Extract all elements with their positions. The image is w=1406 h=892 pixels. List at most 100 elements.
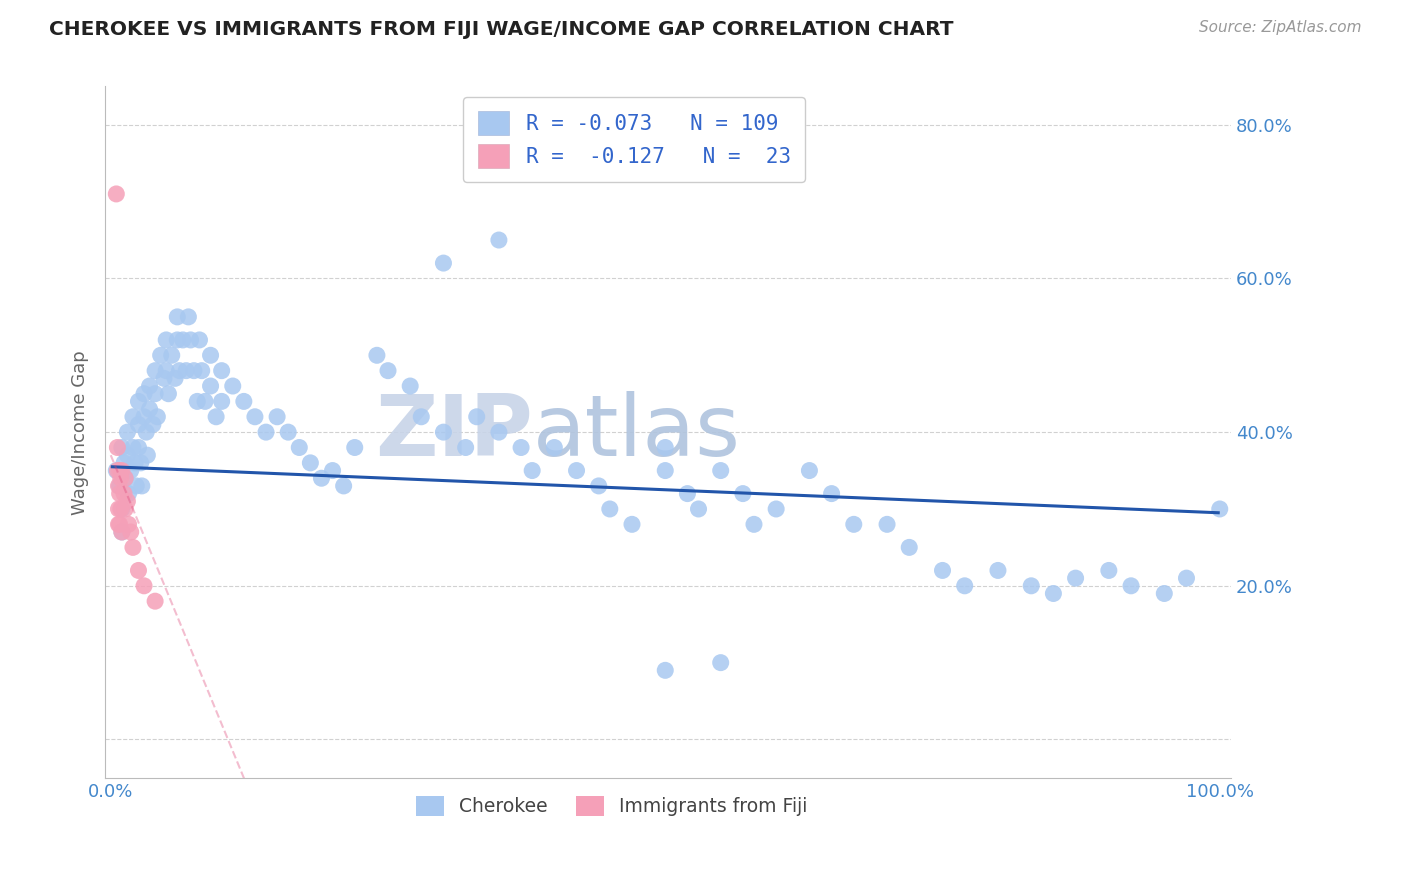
Point — [143, 594, 166, 608]
Point — [153, 371, 176, 385]
Point — [107, 517, 129, 532]
Text: atlas: atlas — [533, 391, 741, 474]
Point — [107, 441, 129, 455]
Point — [120, 524, 142, 539]
Point — [377, 364, 399, 378]
Point — [343, 441, 366, 455]
Point — [931, 564, 953, 578]
Legend: Cherokee, Immigrants from Fiji: Cherokee, Immigrants from Fiji — [409, 789, 815, 824]
Point — [111, 524, 134, 539]
Point — [1064, 571, 1087, 585]
Point — [155, 364, 177, 378]
Point — [1119, 579, 1142, 593]
Point — [676, 486, 699, 500]
Point — [543, 441, 565, 455]
Point — [488, 425, 510, 439]
Point — [820, 486, 842, 500]
Point — [332, 479, 354, 493]
Point — [114, 471, 136, 485]
Point — [111, 524, 134, 539]
Point — [654, 464, 676, 478]
Point — [488, 233, 510, 247]
Point — [510, 441, 533, 455]
Point — [288, 441, 311, 455]
Point — [138, 379, 160, 393]
Point — [122, 441, 145, 455]
Point — [190, 364, 212, 378]
Point — [654, 663, 676, 677]
Point — [108, 486, 131, 500]
Point — [522, 464, 544, 478]
Text: CHEROKEE VS IMMIGRANTS FROM FIJI WAGE/INCOME GAP CORRELATION CHART: CHEROKEE VS IMMIGRANTS FROM FIJI WAGE/IN… — [49, 20, 953, 38]
Point — [122, 409, 145, 424]
Point — [169, 364, 191, 378]
Point — [143, 364, 166, 378]
Point — [129, 456, 152, 470]
Point — [731, 486, 754, 500]
Point — [172, 333, 194, 347]
Point — [299, 456, 322, 470]
Point — [111, 441, 134, 455]
Point — [132, 579, 155, 593]
Point — [599, 502, 621, 516]
Text: ZIP: ZIP — [375, 391, 533, 474]
Point — [120, 464, 142, 478]
Point — [710, 656, 733, 670]
Point — [311, 471, 333, 485]
Point — [366, 348, 388, 362]
Point — [110, 502, 132, 516]
Point — [108, 464, 131, 478]
Point — [565, 464, 588, 478]
Point — [222, 379, 245, 393]
Point — [432, 256, 454, 270]
Point — [742, 517, 765, 532]
Point — [186, 394, 208, 409]
Point — [105, 186, 128, 201]
Point — [465, 409, 488, 424]
Text: Source: ZipAtlas.com: Source: ZipAtlas.com — [1198, 20, 1361, 35]
Point — [117, 425, 139, 439]
Point — [211, 364, 233, 378]
Point — [149, 348, 172, 362]
Point — [254, 425, 277, 439]
Point — [1019, 579, 1042, 593]
Point — [122, 541, 145, 555]
Point — [799, 464, 821, 478]
Point — [200, 379, 222, 393]
Point — [112, 456, 135, 470]
Point — [322, 464, 344, 478]
Point — [194, 394, 217, 409]
Point — [588, 479, 610, 493]
Point — [160, 348, 183, 362]
Point — [124, 456, 146, 470]
Point — [1175, 571, 1198, 585]
Point — [131, 479, 153, 493]
Point — [180, 333, 202, 347]
Point — [277, 425, 299, 439]
Point — [688, 502, 710, 516]
Point — [166, 310, 188, 324]
Point — [842, 517, 865, 532]
Point — [110, 471, 132, 485]
Point — [454, 441, 477, 455]
Point — [132, 386, 155, 401]
Point — [108, 517, 131, 532]
Point — [111, 502, 134, 516]
Point — [132, 409, 155, 424]
Point — [205, 409, 228, 424]
Point — [143, 386, 166, 401]
Point — [107, 502, 129, 516]
Point — [710, 464, 733, 478]
Point — [105, 464, 128, 478]
Point — [1042, 586, 1064, 600]
Point — [1209, 502, 1232, 516]
Point — [157, 386, 180, 401]
Point — [146, 409, 169, 424]
Point — [117, 517, 139, 532]
Point — [399, 379, 422, 393]
Point — [232, 394, 254, 409]
Point — [200, 348, 222, 362]
Point — [266, 409, 288, 424]
Point — [188, 333, 211, 347]
Point — [127, 564, 149, 578]
